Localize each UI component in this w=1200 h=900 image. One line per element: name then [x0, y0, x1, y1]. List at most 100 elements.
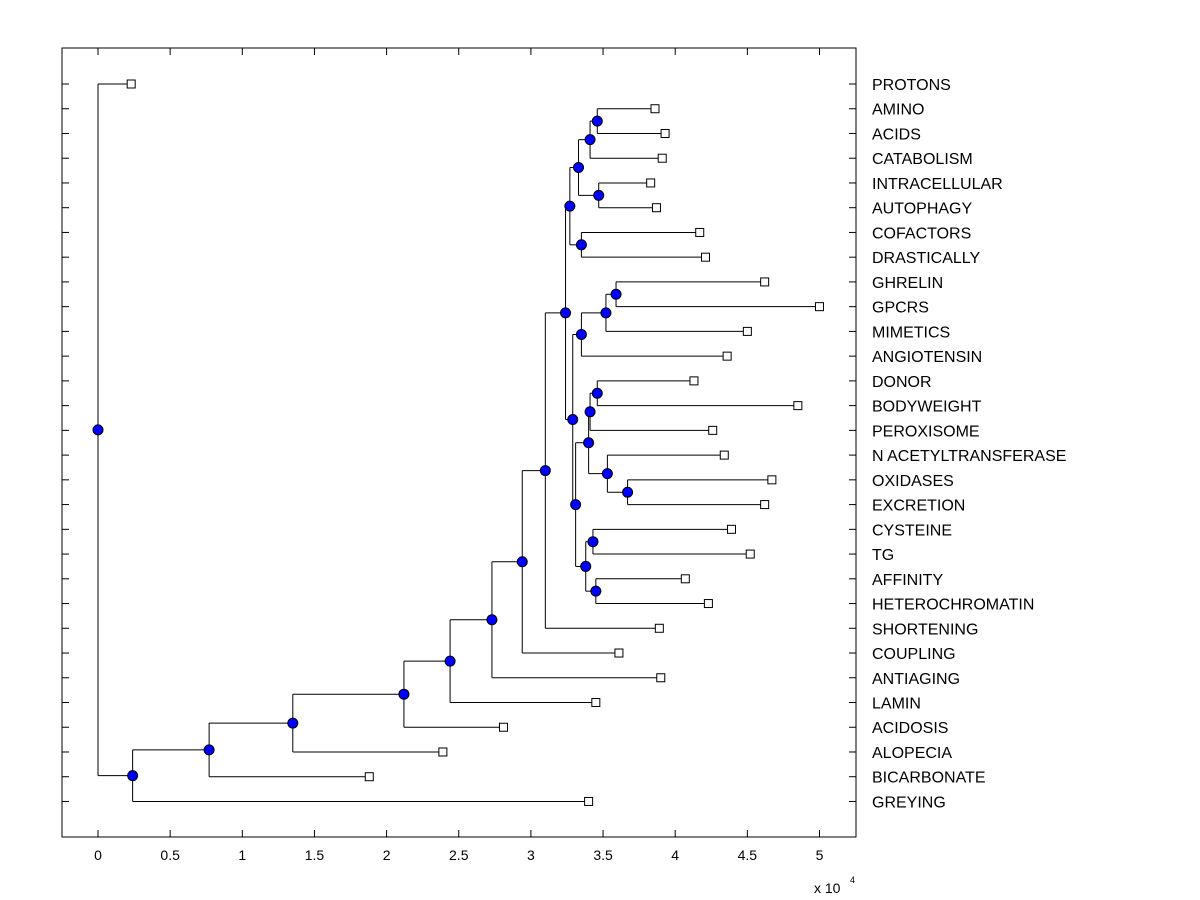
- leaf-marker: [719, 450, 729, 460]
- leaf-label: AMINO: [872, 102, 924, 119]
- x-tick-label: 4: [671, 847, 679, 863]
- leaf-label: ANTIAGING: [872, 671, 960, 688]
- leaf-label: GHRELIN: [872, 275, 943, 292]
- dendrogram-nodes: [92, 115, 634, 782]
- leaf-label: DRASTICALLY: [872, 250, 981, 267]
- leaf-marker: [646, 178, 656, 188]
- cluster-node: [516, 556, 528, 568]
- cluster-node: [539, 465, 551, 477]
- leaf-marker: [438, 747, 448, 757]
- x-multiplier-label: x 10: [814, 880, 841, 896]
- x-tick-label: 3: [527, 847, 535, 863]
- leaf-marker: [726, 524, 736, 534]
- leaf-label: ALOPECIA: [872, 745, 952, 762]
- leaf-label: AUTOPHAGY: [872, 201, 973, 218]
- leaf-marker: [722, 351, 732, 361]
- leaf-marker: [745, 549, 755, 559]
- leaf-label: PROTONS: [872, 77, 951, 94]
- cluster-node: [560, 307, 572, 319]
- leaf-label: COFACTORS: [872, 225, 971, 242]
- leaf-label: ANGIOTENSIN: [872, 349, 982, 366]
- x-tick-label: 3.5: [593, 847, 613, 863]
- cluster-node: [567, 414, 579, 426]
- leaf-marker: [703, 599, 713, 609]
- cluster-node: [584, 406, 596, 418]
- cluster-node: [601, 468, 613, 480]
- leaf-label: HETEROCHROMATIN: [872, 597, 1034, 614]
- leaf-label: OXIDASES: [872, 473, 954, 490]
- cluster-node: [444, 655, 456, 667]
- x-tick-label: 5: [816, 847, 824, 863]
- leaf-marker: [126, 79, 136, 89]
- leaf-label: ACIDS: [872, 126, 921, 143]
- cluster-node: [591, 387, 603, 399]
- cluster-node: [92, 424, 104, 436]
- leaf-label: CATABOLISM: [872, 151, 973, 168]
- cluster-node: [584, 134, 596, 146]
- leaf-label: N ACETYLTRANSFERASE: [872, 448, 1066, 465]
- plot-frame: [61, 47, 857, 838]
- leaf-marker: [364, 772, 374, 782]
- dendrogram-leaves: [126, 79, 824, 806]
- leaf-marker: [584, 796, 594, 806]
- cluster-node: [486, 614, 498, 626]
- leaf-label: TG: [872, 547, 894, 564]
- leaf-marker: [654, 623, 664, 633]
- x-tick-label: 0.5: [160, 847, 180, 863]
- leaf-marker: [701, 252, 711, 262]
- cluster-node: [203, 744, 215, 756]
- leaf-marker: [760, 500, 770, 510]
- leaf-label: AFFINITY: [872, 572, 943, 589]
- leaf-marker: [656, 673, 666, 683]
- leaf-label: EXCRETION: [872, 498, 965, 515]
- leaf-marker: [815, 302, 824, 312]
- leaf-marker: [793, 401, 803, 411]
- leaf-label: MIMETICS: [872, 324, 950, 341]
- cluster-node: [570, 499, 582, 511]
- cluster-node: [590, 585, 602, 597]
- x-axis: 0 0.5 1 1.5 2 2.5 3 3.5 4 4.5 5: [94, 48, 824, 863]
- leaf-marker: [760, 277, 770, 287]
- cluster-node: [564, 200, 576, 212]
- x-multiplier-exponent: 4: [850, 875, 855, 885]
- leaf-label: GREYING: [872, 794, 946, 811]
- leaf-label: GPCRS: [872, 300, 929, 317]
- leaf-marker: [650, 104, 660, 114]
- cluster-node: [580, 560, 592, 572]
- leaf-marker: [498, 722, 508, 732]
- cluster-node: [127, 770, 139, 782]
- cluster-node: [575, 239, 587, 251]
- leaf-labels: PROTONS AMINO ACIDS CATABOLISM INTRACELLULAR…: [872, 77, 1066, 811]
- leaf-marker: [680, 574, 690, 584]
- x-tick-label: 2.5: [449, 847, 469, 863]
- cluster-node: [622, 486, 634, 498]
- cluster-node: [583, 437, 595, 449]
- cluster-node: [398, 688, 410, 700]
- cluster-node: [591, 115, 603, 127]
- cluster-node: [587, 536, 599, 548]
- leaf-marker: [614, 648, 624, 658]
- leaf-marker: [695, 227, 705, 237]
- x-tick-label: 2: [383, 847, 391, 863]
- leaf-label: DONOR: [872, 374, 932, 391]
- dendrogram-links: [97, 83, 820, 802]
- cluster-node: [573, 161, 585, 173]
- leaf-marker: [742, 326, 752, 336]
- cluster-node: [287, 717, 299, 729]
- leaf-label: SHORTENING: [872, 621, 978, 638]
- leaf-label: PEROXISOME: [872, 423, 980, 440]
- leaf-label: BICARBONATE: [872, 770, 986, 787]
- leaf-marker: [657, 153, 667, 163]
- leaf-marker: [660, 128, 670, 138]
- y-ticks: [62, 83, 856, 802]
- x-tick-label: 4.5: [738, 847, 758, 863]
- leaf-label: ACIDOSIS: [872, 720, 948, 737]
- leaf-label: INTRACELLULAR: [872, 176, 1003, 193]
- leaf-marker: [708, 425, 718, 435]
- x-tick-label: 1.5: [305, 847, 325, 863]
- x-tick-label: 0: [94, 847, 102, 863]
- cluster-node: [600, 307, 612, 319]
- leaf-marker: [591, 698, 601, 707]
- cluster-node: [575, 328, 587, 340]
